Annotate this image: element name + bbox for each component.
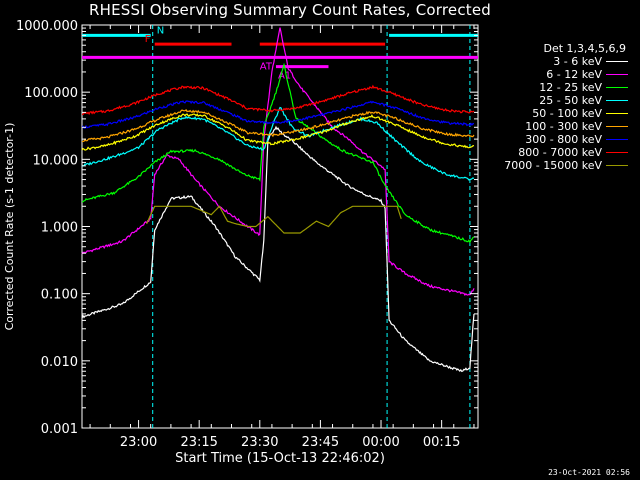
- x-tick-label: 23:30: [241, 435, 278, 450]
- y-tick-label: 0.100: [41, 288, 78, 303]
- x-axis-label: Start Time (15-Oct-13 22:46:02): [175, 451, 385, 466]
- series-line-2: [81, 62, 475, 244]
- series-line-3: [81, 106, 475, 181]
- chart-annotations: NF AT A1: [82, 25, 478, 428]
- chart-legend: Det 1,3,4,5,6,9 3 - 6 keV 6 - 12 keV 12 - …: [480, 42, 630, 172]
- legend-swatch: [606, 74, 628, 75]
- legend-label: 7000 - 15000 keV: [504, 159, 602, 172]
- legend-swatch: [606, 100, 628, 101]
- legend-item: 6 - 12 keV: [480, 68, 630, 81]
- y-tick-label: 0.001: [41, 422, 78, 437]
- series-line-4: [81, 113, 475, 151]
- series-line-0: [81, 125, 475, 373]
- series-line-5: [81, 109, 475, 143]
- y-tick-label: 1000.000: [16, 19, 78, 34]
- series-line-7: [81, 84, 475, 116]
- legend-swatch: [606, 152, 628, 153]
- legend-swatch: [606, 113, 628, 114]
- footer-date: 23-Oct-2021 02:56: [548, 468, 630, 477]
- flag-label-f: F: [145, 34, 151, 45]
- y-tick-label: 0.010: [41, 355, 78, 370]
- legend-label: 12 - 25 keV: [539, 81, 602, 94]
- y-tick-label: 10.000: [33, 153, 79, 168]
- series-line-6: [81, 100, 475, 129]
- legend-label: 800 - 7000 keV: [518, 146, 602, 159]
- legend-swatch: [606, 126, 628, 127]
- x-tick-label: 23:45: [302, 435, 339, 450]
- legend-label: 50 - 100 keV: [532, 107, 602, 120]
- legend-swatch: [606, 87, 628, 88]
- x-tick-label: 00:00: [362, 435, 399, 450]
- legend-swatch: [606, 61, 628, 62]
- legend-swatch: [606, 139, 628, 140]
- y-tick-label: 100.000: [24, 86, 78, 101]
- flag-label-a1: A1: [278, 71, 291, 82]
- chart-title: RHESSI Observing Summary Count Rates, Co…: [88, 1, 491, 19]
- legend-item: 25 - 50 keV: [480, 94, 630, 107]
- legend-item: 12 - 25 keV: [480, 81, 630, 94]
- chart-ticks: 0.001 0.010 0.100 1.000 10.000 100.000 1000.00…: [3, 19, 478, 466]
- flag-label-n: N: [157, 25, 164, 36]
- chart-series: [81, 27, 475, 373]
- flag-label-at: AT: [260, 61, 273, 72]
- legend-item: 800 - 7000 keV: [480, 146, 630, 159]
- x-tick-label: 00:15: [423, 435, 460, 450]
- legend-item: 3 - 6 keV: [480, 55, 630, 68]
- y-axis-label: Corrected Count Rate (s-1 detector-1): [3, 123, 16, 331]
- series-line-8: [146, 205, 402, 234]
- legend-swatch: [606, 165, 628, 166]
- y-tick-label: 1.000: [41, 221, 78, 236]
- legend-label: 6 - 12 keV: [546, 68, 602, 81]
- legend-item: 7000 - 15000 keV: [480, 159, 630, 172]
- legend-label: 100 - 300 keV: [525, 120, 602, 133]
- legend-item: 300 - 800 keV: [480, 133, 630, 146]
- legend-header: Det 1,3,4,5,6,9: [543, 42, 626, 55]
- legend-label: 3 - 6 keV: [553, 55, 602, 68]
- legend-item: 100 - 300 keV: [480, 120, 630, 133]
- x-tick-label: 23:15: [180, 435, 217, 450]
- legend-item: 50 - 100 keV: [480, 107, 630, 120]
- x-tick-label: 23:00: [120, 435, 157, 450]
- legend-label: 25 - 50 keV: [539, 94, 602, 107]
- legend-label: 300 - 800 keV: [525, 133, 602, 146]
